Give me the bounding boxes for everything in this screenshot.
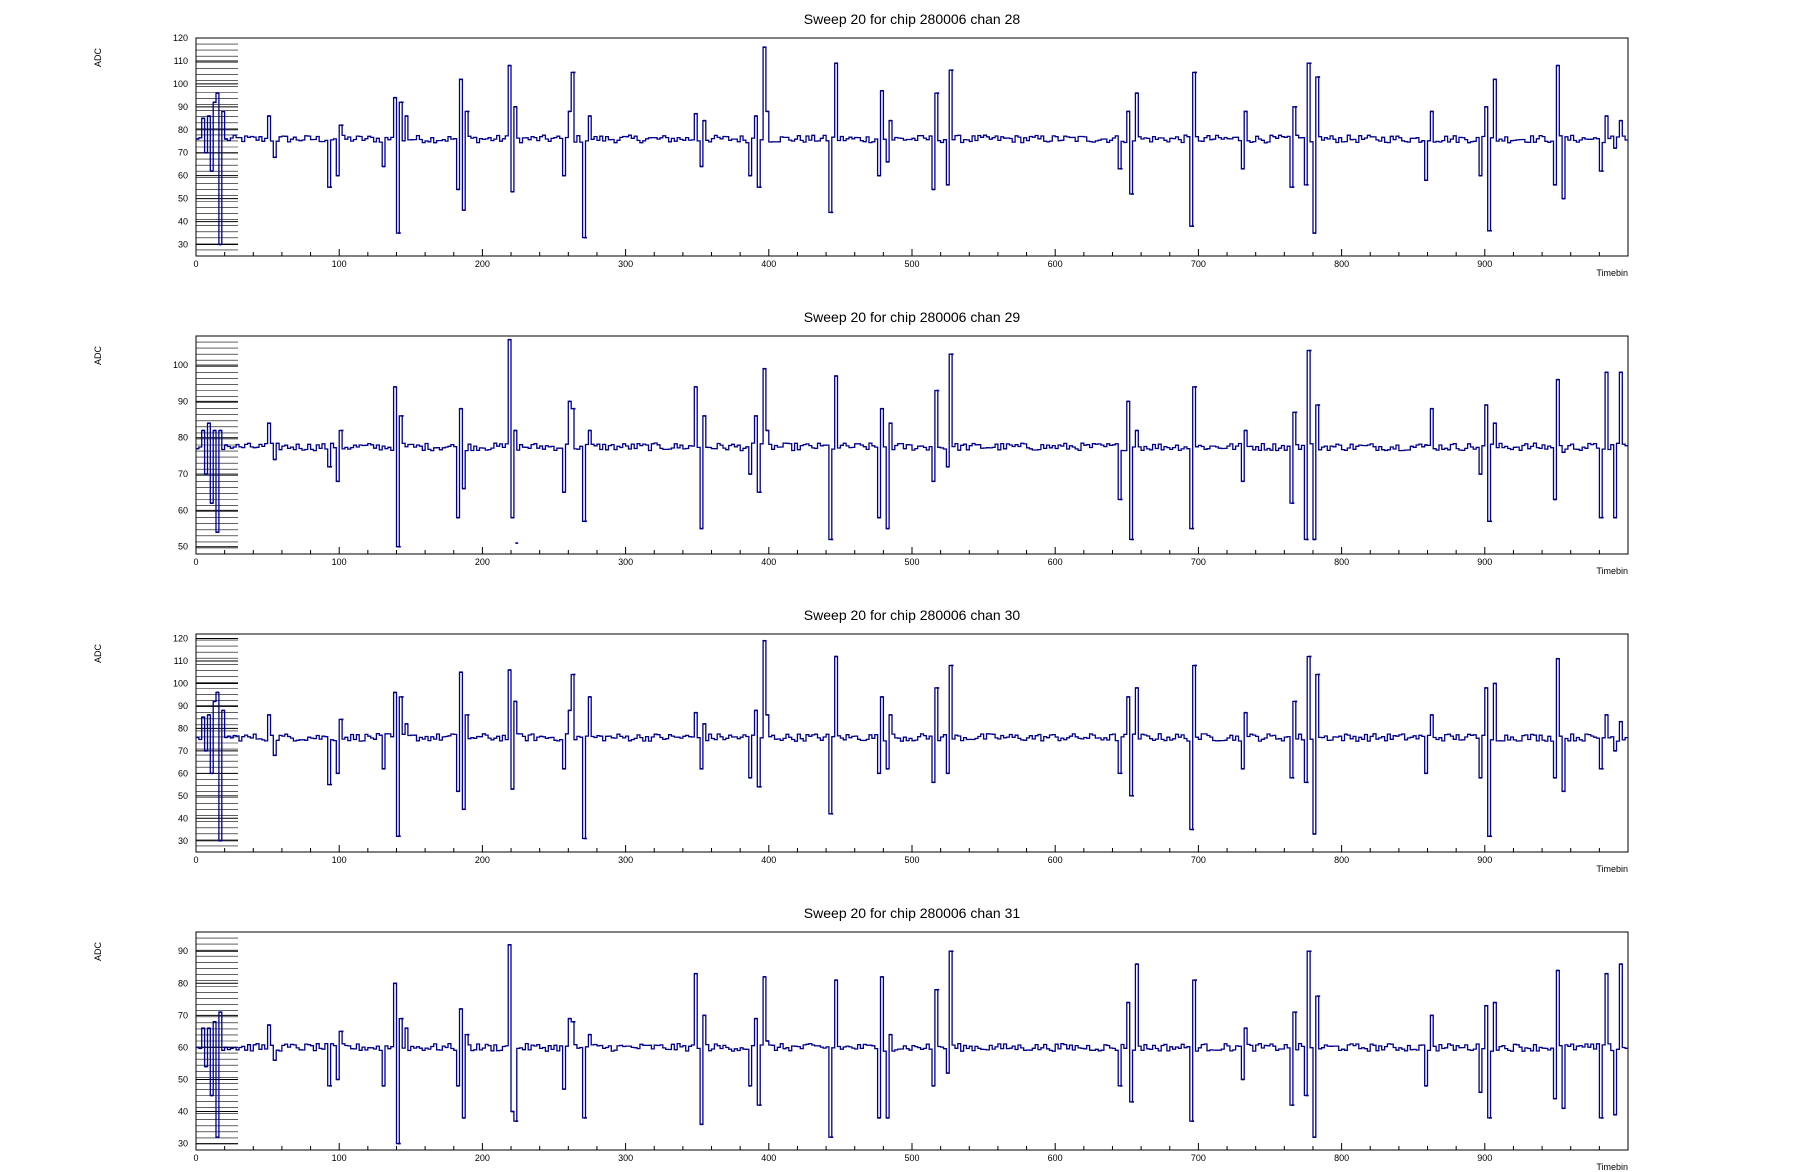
y-tick-label: 90: [178, 396, 188, 406]
chart-title: Sweep 20 for chip 280006 chan 29: [804, 309, 1021, 325]
x-tick-label: 900: [1477, 259, 1492, 269]
x-tick-label: 400: [761, 855, 776, 865]
x-axis-label: Timebin: [1596, 566, 1628, 576]
x-tick-label: 500: [904, 855, 919, 865]
x-tick-label: 400: [761, 259, 776, 269]
y-tick-label: 60: [178, 768, 188, 778]
x-tick-label: 600: [1048, 259, 1063, 269]
x-tick-label: 400: [761, 557, 776, 567]
y-tick-label: 120: [173, 33, 188, 43]
y-tick-label: 90: [178, 701, 188, 711]
y-tick-label: 110: [174, 656, 188, 666]
x-tick-label: 500: [904, 1153, 919, 1163]
x-tick-label: 500: [904, 259, 919, 269]
plot-frame: [195, 633, 1629, 853]
y-tick-label: 50: [178, 1074, 188, 1084]
chart-panel-2: Sweep 20 for chip 280006 chan 30 ADC Timeb…: [93, 607, 1629, 874]
plot-frame: [195, 931, 1629, 1151]
y-tick-label: 100: [173, 678, 188, 688]
chart-panel-1: Sweep 20 for chip 280006 chan 29 ADC Timeb…: [93, 309, 1629, 576]
y-tick-label: 120: [173, 633, 188, 643]
chart-title: Sweep 20 for chip 280006 chan 31: [804, 905, 1021, 921]
y-tick-label: 30: [178, 240, 188, 250]
x-tick-label: 600: [1048, 557, 1063, 567]
x-tick-label: 400: [761, 1153, 776, 1163]
y-axis-label: ADC: [93, 48, 103, 68]
x-tick-label: 100: [332, 855, 347, 865]
y-tick-label: 60: [178, 171, 188, 181]
x-tick-label: 900: [1477, 557, 1492, 567]
data-series-line: [196, 640, 1628, 842]
y-tick-label: 50: [178, 542, 188, 552]
y-tick-label: 50: [178, 194, 188, 204]
y-tick-label: 70: [178, 746, 188, 756]
x-tick-label: 200: [475, 855, 490, 865]
y-tick-label: 40: [178, 1107, 188, 1117]
x-tick-label: 300: [618, 557, 633, 567]
x-axis-label: Timebin: [1596, 268, 1628, 278]
x-axis-label: Timebin: [1596, 864, 1628, 874]
y-axis-label: ADC: [93, 942, 103, 962]
y-tick-label: 50: [178, 791, 188, 801]
x-tick-label: 300: [618, 855, 633, 865]
x-tick-label: 0: [193, 855, 198, 865]
x-tick-label: 100: [332, 1153, 347, 1163]
x-tick-label: 0: [193, 1153, 198, 1163]
data-series-line: [196, 46, 1628, 246]
x-tick-label: 700: [1191, 1153, 1206, 1163]
x-axis-label: Timebin: [1596, 1162, 1628, 1172]
y-tick-label: 40: [178, 217, 188, 227]
x-tick-label: 600: [1048, 1153, 1063, 1163]
y-tick-label: 90: [178, 102, 188, 112]
chart-title: Sweep 20 for chip 280006 chan 28: [804, 11, 1021, 27]
x-tick-label: 300: [618, 259, 633, 269]
y-tick-label: 40: [178, 813, 188, 823]
x-tick-label: 800: [1334, 855, 1349, 865]
y-axis-label: ADC: [93, 644, 103, 664]
y-tick-label: 80: [178, 433, 188, 443]
x-tick-label: 200: [475, 259, 490, 269]
x-tick-label: 900: [1477, 1153, 1492, 1163]
y-tick-label: 60: [178, 505, 188, 515]
y-tick-label: 100: [173, 79, 188, 89]
x-tick-label: 0: [193, 557, 198, 567]
y-tick-label: 110: [174, 56, 188, 66]
x-tick-label: 200: [475, 557, 490, 567]
x-tick-label: 900: [1477, 855, 1492, 865]
y-tick-label: 80: [178, 125, 188, 135]
x-tick-label: 700: [1191, 855, 1206, 865]
y-tick-label: 30: [178, 1139, 188, 1149]
y-tick-label: 70: [178, 1010, 188, 1020]
y-tick-label: 100: [173, 360, 188, 370]
x-tick-label: 200: [475, 1153, 490, 1163]
chart-panel-0: Sweep 20 for chip 280006 chan 28 ADC Timeb…: [93, 11, 1629, 278]
x-tick-label: 700: [1191, 259, 1206, 269]
y-tick-label: 30: [178, 836, 188, 846]
y-tick-label: 80: [178, 723, 188, 733]
y-tick-label: 70: [178, 469, 188, 479]
x-tick-label: 800: [1334, 1153, 1349, 1163]
y-tick-label: 90: [178, 946, 188, 956]
x-tick-label: 600: [1048, 855, 1063, 865]
data-series-line: [196, 944, 1628, 1145]
y-tick-label: 80: [178, 978, 188, 988]
plot-frame: [195, 37, 1629, 257]
chart-title: Sweep 20 for chip 280006 chan 30: [804, 607, 1021, 623]
y-tick-label: 70: [178, 148, 188, 158]
x-tick-label: 700: [1191, 557, 1206, 567]
x-tick-label: 100: [332, 259, 347, 269]
y-axis-label: ADC: [93, 346, 103, 366]
x-tick-label: 800: [1334, 259, 1349, 269]
y-tick-label: 60: [178, 1042, 188, 1052]
x-tick-label: 500: [904, 557, 919, 567]
x-tick-label: 100: [332, 557, 347, 567]
chart-panel-3: Sweep 20 for chip 280006 chan 31 ADC Timeb…: [93, 905, 1629, 1172]
x-tick-label: 0: [193, 259, 198, 269]
data-series-line: [196, 338, 1628, 548]
x-tick-label: 800: [1334, 557, 1349, 567]
x-tick-label: 300: [618, 1153, 633, 1163]
